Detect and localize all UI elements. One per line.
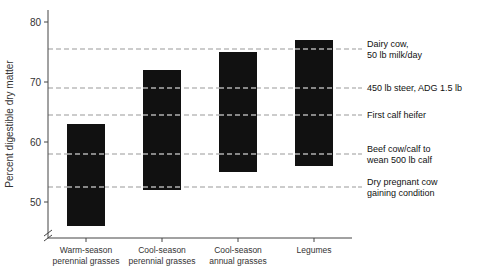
x-axis: [48, 238, 352, 239]
reference-line-extension: [352, 87, 363, 88]
reference-line-extension: [352, 153, 363, 154]
axis-break: [44, 230, 52, 236]
reference-line-on-bar: [219, 87, 257, 88]
reference-line-extension: [352, 48, 363, 49]
x-tick: [86, 238, 87, 242]
text-line: Warm-season: [60, 245, 113, 255]
reference-line-on-bar: [219, 153, 257, 154]
x-tick-label: Warm-seasonperennial grasses: [52, 245, 119, 266]
y-tick: [44, 22, 48, 23]
text-line: Legumes: [297, 245, 332, 255]
text-line: Dairy cow,: [367, 39, 409, 49]
x-tick: [238, 238, 239, 242]
x-tick-label: Cool-seasonannual grasses: [209, 245, 267, 266]
annotation-label: Dry pregnant cowgaining condition: [367, 177, 438, 198]
y-tick-label: 80: [30, 17, 42, 28]
annotation-label: 450 lb steer, ADG 1.5 lb: [367, 83, 462, 93]
text-line: First calf heifer: [367, 110, 426, 120]
text-line: Beef cow/calf to: [367, 144, 431, 154]
bar: [219, 52, 257, 172]
reference-line-on-bar: [143, 153, 181, 154]
x-tick-label: Cool-seasonperennial grasses: [128, 245, 195, 266]
reference-line-on-bar: [295, 114, 333, 115]
text-line: 50 lb milk/day: [367, 50, 423, 60]
y-tick: [44, 82, 48, 83]
reference-line: [48, 114, 352, 115]
reference-line-on-bar: [219, 114, 257, 115]
reference-line: [48, 48, 352, 49]
reference-line-on-bar: [67, 153, 105, 154]
reference-line-extension: [352, 186, 363, 187]
text-line: Cool-season: [138, 245, 186, 255]
bar: [67, 124, 105, 226]
x-tick-label: Legumes: [297, 245, 332, 255]
bar: [295, 40, 333, 166]
x-tick: [314, 238, 315, 242]
text-line: annual grasses: [209, 256, 267, 266]
y-tick-label: 70: [30, 77, 42, 88]
annotation-label: Dairy cow,50 lb milk/day: [367, 39, 423, 60]
reference-line: [48, 153, 352, 154]
y-axis: [48, 10, 49, 238]
y-tick-label: 60: [30, 137, 42, 148]
text-line: perennial grasses: [128, 256, 195, 266]
x-tick: [162, 238, 163, 242]
reference-line-on-bar: [143, 87, 181, 88]
reference-line-on-bar: [295, 48, 333, 49]
chart: 50 60 70 80 Percent digestible dry matter War…: [0, 0, 500, 274]
reference-line-on-bar: [295, 153, 333, 154]
text-line: Dry pregnant cow: [367, 177, 438, 187]
reference-line: [48, 87, 352, 88]
y-tick: [44, 202, 48, 203]
text-line: perennial grasses: [52, 256, 119, 266]
axis-break: [44, 235, 52, 241]
reference-line: [48, 186, 352, 187]
reference-line-on-bar: [143, 186, 181, 187]
reference-line-on-bar: [295, 87, 333, 88]
bar: [143, 70, 181, 190]
reference-line-on-bar: [67, 186, 105, 187]
reference-line-on-bar: [143, 114, 181, 115]
reference-line-extension: [352, 114, 363, 115]
text-line: 450 lb steer, ADG 1.5 lb: [367, 83, 462, 93]
text-line: Cool-season: [214, 245, 262, 255]
y-tick-label: 50: [30, 197, 42, 208]
plot-area: [48, 40, 352, 226]
text-line: gaining condition: [367, 188, 435, 198]
annotation-label: Beef cow/calf towean 500 lb calf: [366, 144, 433, 165]
text-line: wean 500 lb calf: [366, 155, 433, 165]
y-axis-label: Percent digestible dry matter: [4, 60, 15, 188]
y-tick: [44, 142, 48, 143]
annotation-label: First calf heifer: [367, 110, 426, 120]
